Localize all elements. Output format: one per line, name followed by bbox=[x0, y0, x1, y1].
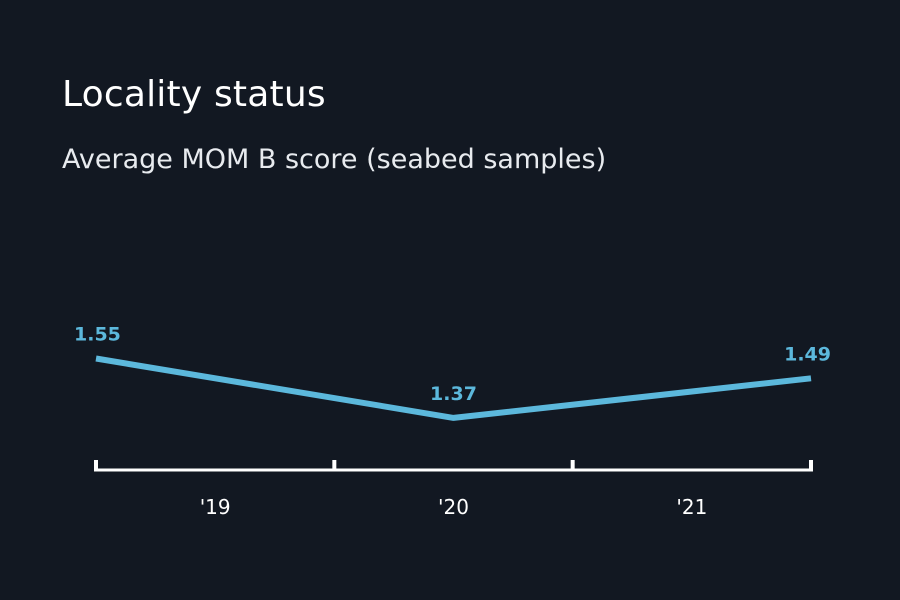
x-tick-label-2: '20 bbox=[438, 495, 469, 519]
chart-subtitle: Average MOM B score (seabed samples) bbox=[62, 144, 607, 175]
x-axis bbox=[94, 460, 813, 472]
data-label-3: 1.49 bbox=[784, 343, 831, 365]
data-label-1: 1.55 bbox=[74, 324, 121, 346]
data-label-2: 1.37 bbox=[430, 383, 477, 405]
data-labels: 1.55 1.37 1.49 bbox=[74, 324, 831, 405]
chart-title: Locality status bbox=[62, 74, 326, 115]
x-tick-label-1: '19 bbox=[200, 495, 231, 519]
x-tick-label-3: '21 bbox=[676, 495, 707, 519]
series-line-group bbox=[95, 355, 812, 421]
x-tick-labels: '19 '20 '21 bbox=[200, 495, 708, 519]
